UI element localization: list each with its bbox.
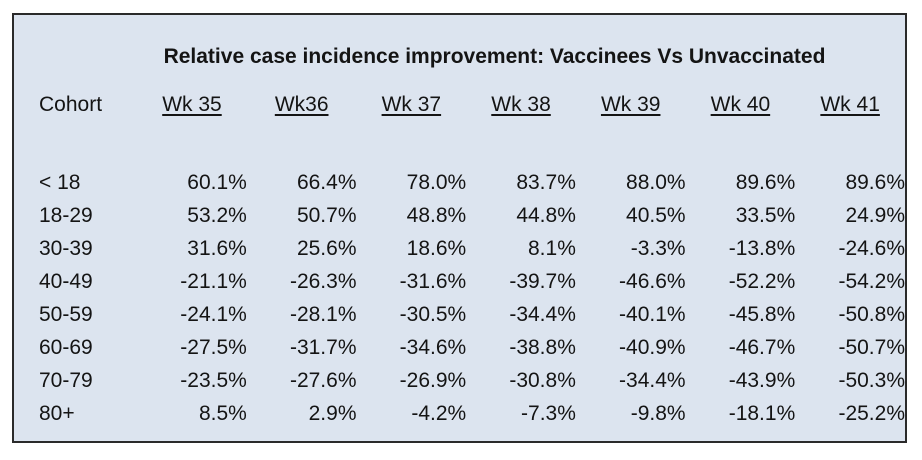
table-body: < 18 60.1% 66.4% 78.0% 83.7% 88.0% 89.6% 89.6% 1…	[39, 121, 905, 430]
table-cell: -46.6%	[619, 269, 686, 293]
table-cell: 78.0%	[406, 170, 467, 194]
table-cell: -13.8%	[728, 236, 796, 260]
incidence-table: Cohort Wk 35 Wk36 Wk 37 Wk 38 Wk 39 Wk 4…	[39, 88, 905, 430]
table-cell: 89.6%	[735, 170, 796, 194]
table-cell: -9.8%	[630, 401, 686, 425]
table-panel: Relative case incidence improvement: Vac…	[12, 13, 907, 443]
table-cell: -40.1%	[619, 302, 686, 326]
table-cell: 33.5%	[735, 203, 796, 227]
column-header-wk40: Wk 40	[710, 92, 771, 116]
cohort-label: 70-79	[39, 368, 93, 392]
column-header-wk39: Wk 39	[600, 92, 661, 116]
cohort-column-header: Cohort	[39, 92, 103, 116]
table-cell: 48.8%	[406, 203, 467, 227]
table-cell: 53.2%	[187, 203, 247, 227]
table-row: 50-59 -24.1% -28.1% -30.5% -34.4% -40.1% -45.8…	[39, 298, 905, 331]
table-cell: -46.7%	[728, 335, 796, 359]
table-cell: 8.1%	[528, 236, 576, 260]
table-cell: -24.6%	[838, 236, 905, 260]
table-cell: 25.6%	[296, 236, 357, 260]
table-row: 30-39 31.6% 25.6% 18.6% 8.1% -3.3% -13.8% -24.6…	[39, 232, 905, 265]
table-cell: -38.8%	[509, 335, 576, 359]
table-cell: -27.5%	[180, 335, 247, 359]
cohort-label: 30-39	[39, 236, 93, 260]
table-cell: -21.1%	[180, 269, 247, 293]
table-row: < 18 60.1% 66.4% 78.0% 83.7% 88.0% 89.6% 89.6%	[39, 166, 905, 199]
table-cell: -26.3%	[289, 269, 357, 293]
table-cell: -50.8%	[838, 302, 905, 326]
cohort-label: < 18	[39, 170, 81, 194]
table-cell: -27.6%	[289, 368, 357, 392]
table-row: 60-69 -27.5% -31.7% -34.6% -38.8% -40.9% -46.7…	[39, 331, 905, 364]
table-cell: -7.3%	[521, 401, 576, 425]
column-header-wk41: Wk 41	[820, 92, 880, 116]
table-cell: -34.4%	[509, 302, 576, 326]
header-row: Cohort Wk 35 Wk36 Wk 37 Wk 38 Wk 39 Wk 4…	[39, 88, 905, 121]
table-cell: 8.5%	[198, 401, 247, 425]
table-cell: -50.7%	[838, 335, 905, 359]
table-cell: 44.8%	[516, 203, 576, 227]
table-cell: -30.5%	[399, 302, 467, 326]
table-cell: 88.0%	[626, 170, 686, 194]
table-cell: -43.9%	[728, 368, 796, 392]
table-cell: -40.9%	[619, 335, 686, 359]
table-cell: -30.8%	[509, 368, 576, 392]
table-cell: -28.1%	[289, 302, 357, 326]
table-cell: 2.9%	[308, 401, 357, 425]
table-cell: -26.9%	[399, 368, 467, 392]
table-cell: -50.3%	[838, 368, 905, 392]
table-row: 18-29 53.2% 50.7% 48.8% 44.8% 40.5% 33.5% 24.9%	[39, 199, 905, 232]
table-cell: -25.2%	[838, 401, 905, 425]
cohort-label: 50-59	[39, 302, 93, 326]
table-row: 70-79 -23.5% -27.6% -26.9% -30.8% -34.4% -43.9…	[39, 364, 905, 397]
spacer-row	[39, 121, 905, 166]
table-cell: -31.6%	[399, 269, 467, 293]
table-cell: -18.1%	[728, 401, 796, 425]
column-header-wk38: Wk 38	[491, 92, 551, 116]
cohort-label: 60-69	[39, 335, 93, 359]
table-cell: -34.6%	[399, 335, 467, 359]
table-cell: 40.5%	[626, 203, 686, 227]
table-cell: 66.4%	[296, 170, 357, 194]
column-header-wk36: Wk36	[274, 92, 329, 116]
table-cell: -39.7%	[509, 269, 576, 293]
table-cell: 31.6%	[187, 236, 247, 260]
table-cell: 18.6%	[406, 236, 467, 260]
cohort-label: 40-49	[39, 269, 93, 293]
table-cell: -52.2%	[728, 269, 796, 293]
column-header-wk37: Wk 37	[381, 92, 442, 116]
table-cell: -4.2%	[411, 401, 467, 425]
table-title: Relative case incidence improvement: Vac…	[163, 45, 826, 68]
table-cell: -31.7%	[289, 335, 357, 359]
table-row: 40-49 -21.1% -26.3% -31.6% -39.7% -46.6% -52.2…	[39, 265, 905, 298]
table-row: 80+ 8.5% 2.9% -4.2% -7.3% -9.8% -18.1% -25.2%	[39, 397, 905, 430]
table-cell: -24.1%	[180, 302, 247, 326]
table-cell: 89.6%	[845, 170, 905, 194]
column-header-wk35: Wk 35	[162, 92, 222, 116]
table-cell: -45.8%	[728, 302, 796, 326]
table-cell: -23.5%	[180, 368, 247, 392]
table-cell: -34.4%	[619, 368, 686, 392]
cohort-label: 18-29	[39, 203, 93, 227]
table-cell: 50.7%	[296, 203, 357, 227]
table-cell: -54.2%	[838, 269, 905, 293]
table-cell: 24.9%	[845, 203, 905, 227]
table-cell: 83.7%	[516, 170, 576, 194]
table-cell: -3.3%	[630, 236, 686, 260]
table-cell: 60.1%	[187, 170, 247, 194]
cohort-label: 80+	[39, 401, 75, 425]
